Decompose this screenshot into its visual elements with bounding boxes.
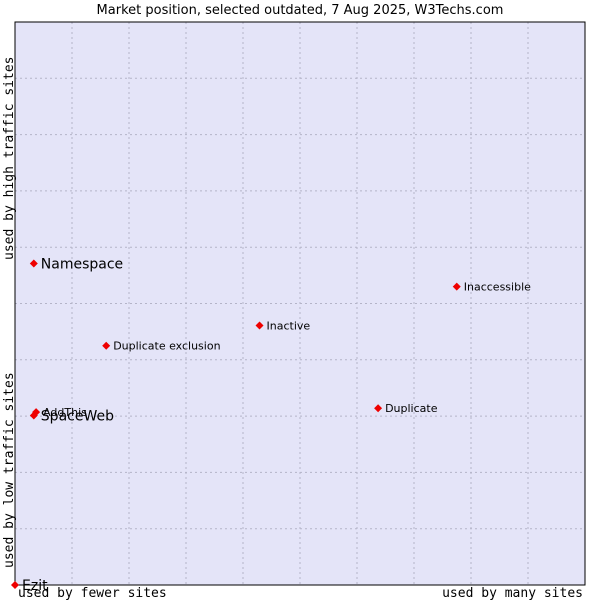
data-point: AddThis xyxy=(32,406,87,419)
point-label: SpaceWeb xyxy=(41,409,114,425)
data-point: Inaccessible xyxy=(452,281,531,294)
y-axis-label-bottom: used by low traffic sites xyxy=(2,372,17,568)
plot-border xyxy=(14,21,586,586)
y-axis-label-top: used by high traffic sites xyxy=(2,57,17,261)
point-marker xyxy=(11,581,19,589)
point-label: Ezit xyxy=(22,578,48,594)
data-point: Duplicate xyxy=(374,402,438,415)
data-point: Duplicate exclusion xyxy=(102,340,221,353)
data-point: Namespace xyxy=(29,257,123,273)
data-point: SpaceWeb xyxy=(29,409,114,425)
point-marker xyxy=(374,404,383,413)
point-label: Duplicate exclusion xyxy=(113,340,220,353)
point-label: Namespace xyxy=(41,257,123,273)
x-axis-label-right: used by many sites xyxy=(442,586,583,600)
point-marker xyxy=(255,321,264,330)
point-marker xyxy=(102,341,111,350)
point-label: Inactive xyxy=(267,319,311,332)
data-point: Inactive xyxy=(255,319,311,332)
data-points: Namespace Inaccessible Inactive Duplicate e… xyxy=(11,257,531,594)
point-marker xyxy=(29,411,38,420)
x-axis-label-left: used by fewer sites xyxy=(18,586,167,600)
point-marker xyxy=(452,282,461,291)
grid xyxy=(15,22,585,585)
point-label: AddThis xyxy=(43,406,87,419)
point-marker xyxy=(29,259,38,268)
point-label: Inaccessible xyxy=(464,281,531,294)
chart-title: Market position, selected outdated, 7 Au… xyxy=(97,3,504,18)
point-label: Duplicate xyxy=(385,402,438,415)
data-point: Ezit xyxy=(11,578,48,594)
